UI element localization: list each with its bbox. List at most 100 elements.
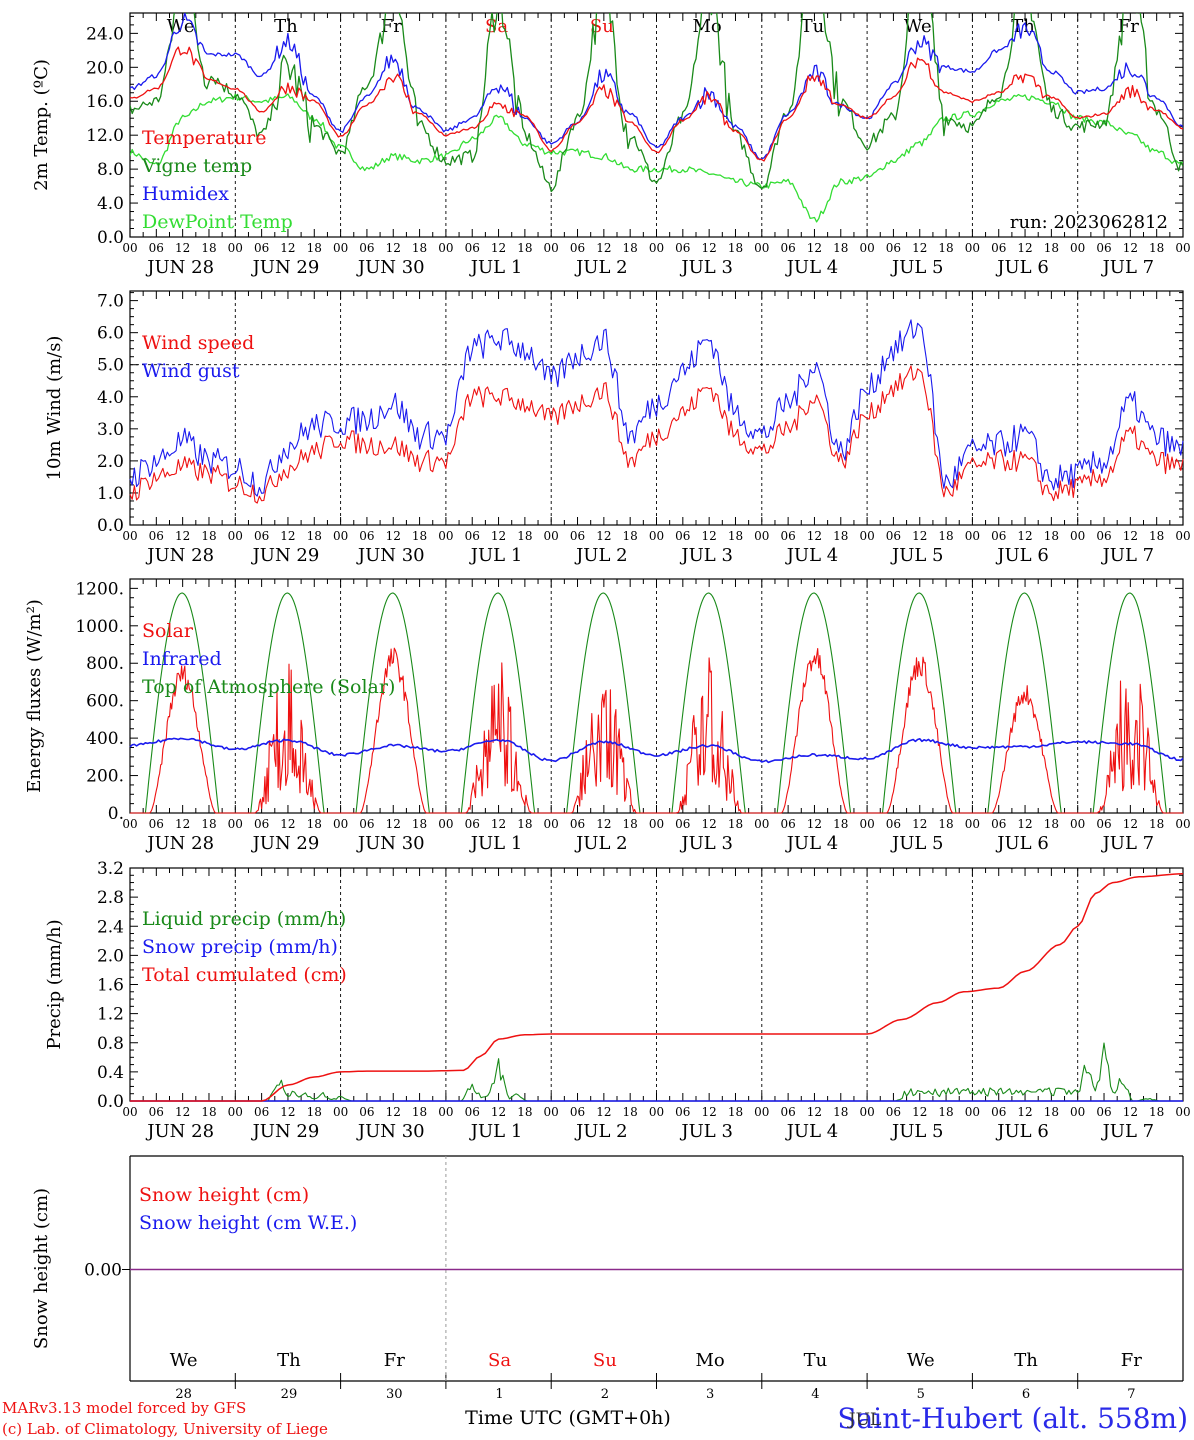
hour-tick-label: 00 bbox=[649, 1105, 664, 1119]
weekday-label: Th bbox=[274, 16, 298, 37]
date-label: JUL 3 bbox=[679, 257, 733, 278]
hour-tick-label: 12 bbox=[1017, 241, 1032, 255]
y-tick-label: 0.00 bbox=[84, 1261, 122, 1281]
hour-tick-label: 12 bbox=[280, 1105, 295, 1119]
hour-tick-label: 18 bbox=[1149, 241, 1164, 255]
hour-tick-label: 12 bbox=[491, 241, 506, 255]
y-tick-label: 1.0 bbox=[97, 484, 124, 504]
hour-tick-label: 06 bbox=[675, 817, 690, 831]
panel-4: 0.0 0.4 0.8 1.2 1.6 2.0 2.4 2.8 3.2 00 06 12 18 JUN 2… bbox=[44, 859, 1191, 1142]
weekday-label: We bbox=[170, 1350, 198, 1371]
date-label: JUL 3 bbox=[679, 833, 733, 854]
date-label: JUL 1 bbox=[469, 1121, 523, 1142]
weekday-label: Fr bbox=[1118, 16, 1139, 37]
hour-tick-label: 12 bbox=[386, 817, 401, 831]
hour-tick-label: 00 bbox=[122, 1105, 137, 1119]
y-tick-label: 16.0 bbox=[86, 92, 124, 112]
hour-tick-label: 12 bbox=[1123, 817, 1138, 831]
hour-tick-label: 12 bbox=[1123, 1105, 1138, 1119]
legend-liquid-precip-mm-h-: Liquid precip (mm/h) bbox=[142, 908, 346, 930]
hour-tick-label: 18 bbox=[201, 1105, 216, 1119]
hour-tick-label: 12 bbox=[386, 1105, 401, 1119]
y-tick-label: 12.0 bbox=[86, 126, 124, 146]
hour-tick-label: 06 bbox=[675, 529, 690, 543]
hour-tick-label: 18 bbox=[623, 241, 638, 255]
y-tick-label: 800. bbox=[86, 654, 124, 674]
y-tick-label: 2.0 bbox=[97, 946, 124, 966]
hour-tick-label: 12 bbox=[807, 241, 822, 255]
panel-1: 0.0 4.0 8.0 12.0 16.0 20.0 24.0 00 06 12 18 JUN 28 0… bbox=[31, 12, 1191, 278]
hour-tick-label: 12 bbox=[491, 817, 506, 831]
hour-tick-label: 00 bbox=[1175, 529, 1190, 543]
hour-tick-label: 18 bbox=[938, 1105, 953, 1119]
hour-tick-label: 06 bbox=[465, 529, 480, 543]
date-label: JUL 2 bbox=[574, 545, 628, 566]
hour-tick-label: 18 bbox=[201, 817, 216, 831]
hour-tick-label: 06 bbox=[780, 817, 795, 831]
y-tick-label: 600. bbox=[86, 692, 124, 712]
hour-tick-label: 18 bbox=[307, 817, 322, 831]
hour-tick-label: 06 bbox=[359, 817, 374, 831]
day-number-label: 1 bbox=[495, 1387, 503, 1402]
hour-tick-label: 06 bbox=[149, 1105, 164, 1119]
weekday-label: Fr bbox=[384, 1350, 405, 1371]
hour-tick-label: 00 bbox=[1175, 817, 1190, 831]
y-tick-label: 400. bbox=[86, 729, 124, 749]
legend-snow-height-cm-w-e-: Snow height (cm W.E.) bbox=[139, 1212, 357, 1234]
date-label: JUL 3 bbox=[679, 1121, 733, 1142]
date-label: JUL 6 bbox=[995, 1121, 1049, 1142]
hour-tick-label: 18 bbox=[833, 1105, 848, 1119]
date-label: JUL 4 bbox=[785, 1121, 839, 1142]
y-tick-label: 200. bbox=[86, 767, 124, 787]
hour-tick-label: 06 bbox=[570, 1105, 585, 1119]
legend-infrared: Infrared bbox=[142, 648, 222, 670]
hour-tick-label: 18 bbox=[833, 817, 848, 831]
date-label: JUN 30 bbox=[356, 545, 425, 566]
y-axis-label: Snow height (cm) bbox=[31, 1188, 52, 1349]
hour-tick-label: 18 bbox=[517, 529, 532, 543]
series-vigne-temp bbox=[130, 13, 1183, 193]
hour-tick-label: 06 bbox=[149, 529, 164, 543]
station-name: Saint-Hubert (alt. 558m) bbox=[837, 1402, 1188, 1435]
hour-tick-label: 00 bbox=[333, 1105, 348, 1119]
date-label: JUL 6 bbox=[995, 833, 1049, 854]
date-label: JUL 5 bbox=[890, 257, 944, 278]
hour-tick-label: 06 bbox=[254, 817, 269, 831]
series-wind-gust bbox=[129, 319, 1184, 497]
weekday-label: Th bbox=[1014, 1350, 1038, 1371]
hour-tick-label: 18 bbox=[1149, 1105, 1164, 1119]
series-solar bbox=[130, 647, 1183, 814]
hour-tick-label: 12 bbox=[912, 529, 927, 543]
hour-tick-label: 18 bbox=[307, 529, 322, 543]
hour-tick-label: 18 bbox=[1044, 529, 1059, 543]
hour-tick-label: 18 bbox=[1149, 529, 1164, 543]
date-label: JUL 6 bbox=[995, 545, 1049, 566]
weekday-label: We bbox=[167, 16, 195, 37]
y-tick-label: 0.0 bbox=[97, 228, 124, 248]
hour-tick-label: 18 bbox=[517, 1105, 532, 1119]
date-label: JUL 1 bbox=[469, 257, 523, 278]
hour-tick-label: 18 bbox=[1044, 241, 1059, 255]
hour-tick-label: 00 bbox=[438, 529, 453, 543]
legend-humidex: Humidex bbox=[142, 183, 229, 205]
hour-tick-label: 00 bbox=[333, 529, 348, 543]
hour-tick-label: 06 bbox=[1096, 817, 1111, 831]
time-axis-label: Time UTC (GMT+0h) bbox=[465, 1407, 671, 1429]
day-number-label: 28 bbox=[175, 1387, 192, 1402]
hour-tick-label: 00 bbox=[122, 817, 137, 831]
hour-tick-label: 00 bbox=[544, 241, 559, 255]
y-tick-label: 1200. bbox=[75, 579, 124, 599]
hour-tick-label: 06 bbox=[991, 1105, 1006, 1119]
y-tick-label: 2.0 bbox=[97, 452, 124, 472]
date-label: JUN 28 bbox=[145, 545, 214, 566]
hour-tick-label: 18 bbox=[938, 529, 953, 543]
hour-tick-label: 06 bbox=[254, 241, 269, 255]
y-axis-label: 10m Wind (m/s) bbox=[44, 336, 65, 481]
hour-tick-label: 06 bbox=[675, 1105, 690, 1119]
hour-tick-label: 06 bbox=[465, 241, 480, 255]
hour-tick-label: 18 bbox=[623, 529, 638, 543]
y-tick-label: 8.0 bbox=[97, 160, 124, 180]
panel-frame bbox=[129, 12, 1184, 238]
hour-tick-label: 18 bbox=[517, 241, 532, 255]
